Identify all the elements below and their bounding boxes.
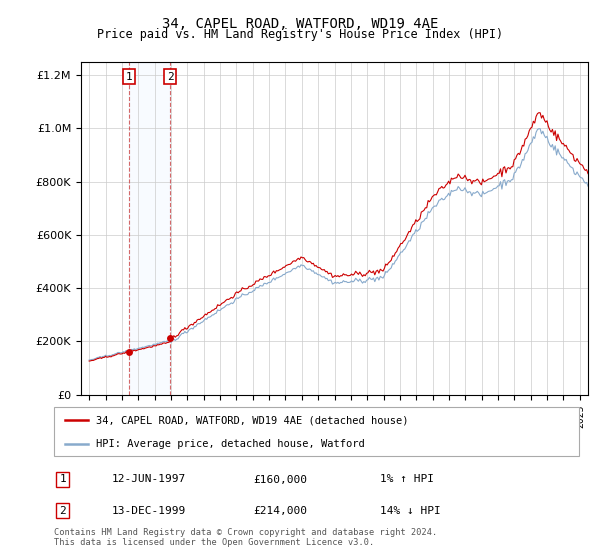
Text: HPI: Average price, detached house, Watford: HPI: Average price, detached house, Watf… <box>96 439 365 449</box>
Text: 12-JUN-1997: 12-JUN-1997 <box>112 474 186 484</box>
Text: Price paid vs. HM Land Registry's House Price Index (HPI): Price paid vs. HM Land Registry's House … <box>97 28 503 41</box>
Text: 34, CAPEL ROAD, WATFORD, WD19 4AE: 34, CAPEL ROAD, WATFORD, WD19 4AE <box>162 17 438 31</box>
Text: 1: 1 <box>126 72 133 82</box>
Text: 34, CAPEL ROAD, WATFORD, WD19 4AE (detached house): 34, CAPEL ROAD, WATFORD, WD19 4AE (detac… <box>96 416 409 426</box>
Text: Contains HM Land Registry data © Crown copyright and database right 2024.
This d: Contains HM Land Registry data © Crown c… <box>54 528 437 547</box>
Text: 1% ↑ HPI: 1% ↑ HPI <box>380 474 433 484</box>
Text: 14% ↓ HPI: 14% ↓ HPI <box>380 506 440 516</box>
FancyBboxPatch shape <box>54 407 579 456</box>
Text: 1: 1 <box>59 474 66 484</box>
Text: 13-DEC-1999: 13-DEC-1999 <box>112 506 186 516</box>
Text: £160,000: £160,000 <box>254 474 308 484</box>
Text: 2: 2 <box>167 72 173 82</box>
Text: £214,000: £214,000 <box>254 506 308 516</box>
Text: 2: 2 <box>59 506 66 516</box>
Bar <box>129 62 170 395</box>
